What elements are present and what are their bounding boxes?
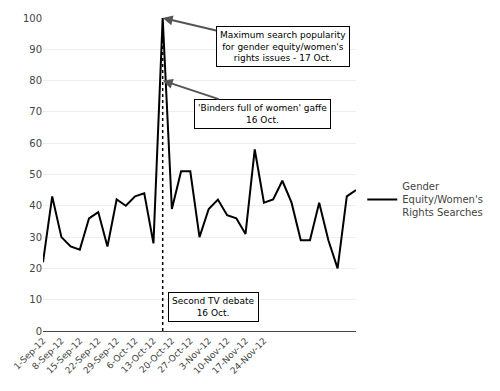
svg-text:1-Sep-12: 1-Sep-12 (12, 336, 48, 372)
svg-text:24-Nov-12: 24-Nov-12 (228, 336, 268, 376)
svg-text:'Binders full of women' gaffe1: 'Binders full of women' gaffe16 Oct. (198, 103, 327, 125)
svg-text:3-Nov-12: 3-Nov-12 (177, 336, 213, 372)
svg-text:Maximum search popularityfor g: Maximum search popularityfor gender equi… (220, 30, 346, 63)
svg-text:10: 10 (29, 294, 42, 305)
svg-text:17-Nov-12: 17-Nov-12 (210, 336, 250, 376)
svg-text:10-Nov-12: 10-Nov-12 (192, 336, 232, 376)
svg-text:70: 70 (29, 106, 42, 117)
svg-text:30: 30 (29, 232, 42, 243)
svg-text:50: 50 (29, 169, 42, 180)
svg-text:GenderEquity/Women'sRights Sea: GenderEquity/Women'sRights Searches (402, 181, 483, 218)
svg-text:80: 80 (29, 75, 42, 86)
svg-text:22-Sep-12: 22-Sep-12 (63, 336, 103, 376)
svg-text:6-Oct-12: 6-Oct-12 (105, 336, 140, 371)
svg-text:0: 0 (36, 326, 42, 337)
svg-text:Second TV debate16 Oct.: Second TV debate16 Oct. (172, 296, 255, 318)
svg-text:60: 60 (29, 138, 42, 149)
svg-text:13-Oct-12: 13-Oct-12 (119, 336, 158, 375)
svg-text:20: 20 (29, 263, 42, 274)
svg-text:90: 90 (29, 44, 42, 55)
svg-text:29-Sep-12: 29-Sep-12 (81, 336, 121, 376)
svg-text:20-Oct-12: 20-Oct-12 (137, 336, 176, 375)
svg-text:40: 40 (29, 200, 42, 211)
svg-text:100: 100 (23, 13, 42, 24)
svg-text:15-Sep-12: 15-Sep-12 (45, 336, 85, 376)
svg-text:27-Oct-12: 27-Oct-12 (156, 336, 195, 375)
svg-text:8-Sep-12: 8-Sep-12 (30, 336, 66, 372)
